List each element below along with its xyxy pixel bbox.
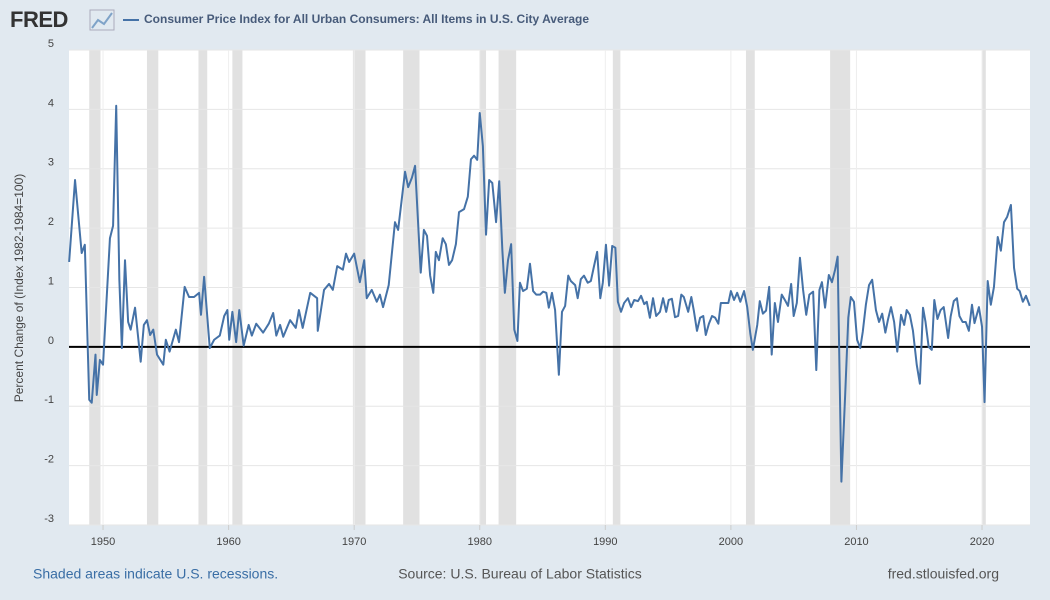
series-line [68,104,1031,483]
lines [68,104,1031,483]
x-tick-label: 1970 [342,536,366,548]
y-tick-label: 4 [48,97,54,109]
source: Source: U.S. Bureau of Labor Statistics [398,566,642,582]
y-tick-label: 0 [48,335,54,347]
y-tick-label: -3 [44,513,54,525]
x-tick-label: 2010 [844,536,868,548]
y-tick-label: 2 [48,216,54,228]
x-tick-label: 1990 [593,536,617,548]
legend-label: Consumer Price Index for All Urban Consu… [144,12,589,26]
x-tick-label: 2020 [970,536,994,548]
logo[interactable]: FRED [10,7,68,32]
x-tick-label: 1980 [468,536,492,548]
recession-note[interactable]: Shaded areas indicate U.S. recessions. [33,566,278,582]
x-tick-label: 2000 [719,536,743,548]
x-tick-label: 1960 [216,536,240,548]
logo-icon [91,12,113,29]
y-axis-label: Percent Change of (Index 1982-1984=100) [12,174,26,403]
site[interactable]: fred.stlouisfed.org [888,566,999,582]
y-tick-label: 5 [48,38,54,50]
logo-frame [89,9,115,31]
y-tick-label: -2 [44,454,54,466]
y-tick-label: 3 [48,157,54,169]
y-tick-label: 1 [48,275,54,287]
x-tick-label: 1950 [91,536,115,548]
y-tick-label: -1 [44,394,54,406]
